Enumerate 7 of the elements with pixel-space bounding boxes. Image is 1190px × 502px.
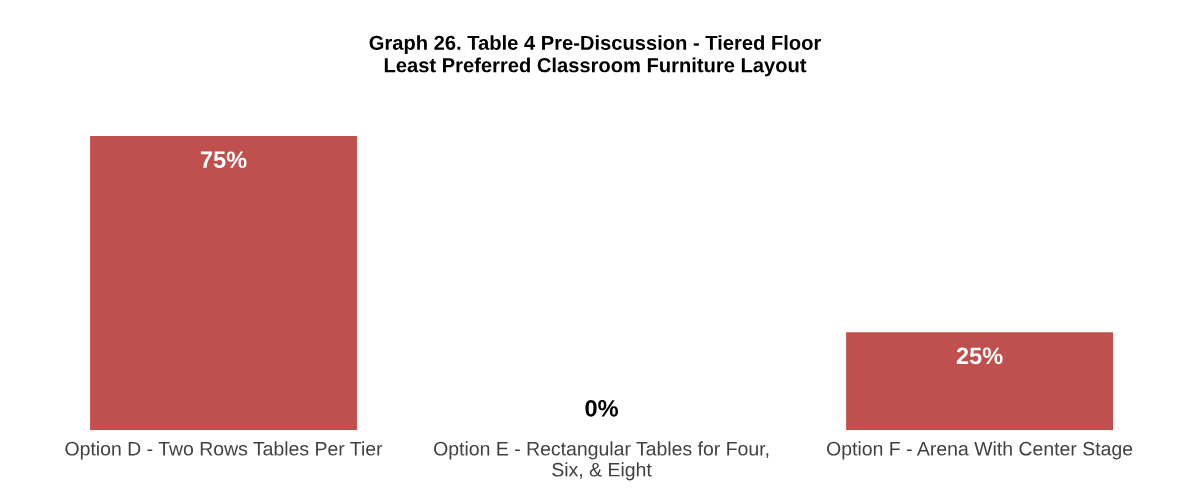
x-tick-label: Option F - Arena With Center Stage (827, 441, 1133, 460)
data-label: 25% (956, 347, 1003, 365)
chart-title: Graph 26. Table 4 Pre-Discussion - Tiered Floor Least Preferred Classroom Furniture Layout (369, 35, 821, 77)
data-label: 75% (200, 151, 247, 169)
x-tick-label: Option E - Rectangular Tables for Four, Six, & Eight (434, 441, 769, 481)
data-label: 0% (585, 400, 618, 417)
x-tick-label: Option D - Two Rows Tables Per Tier (65, 441, 383, 460)
